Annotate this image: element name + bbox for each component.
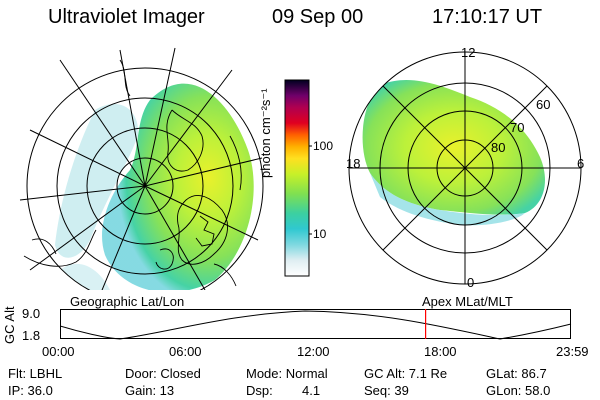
colorbar-tick-10: 10 [313,227,327,241]
mlt-label-18: 18 [346,156,361,171]
magnetic-map-label: Apex MLat/MLT [422,294,513,309]
glat-info: GLat: 86.7 [486,366,547,381]
lat-lon-grid [19,47,264,290]
mlat-label-60: 60 [536,97,551,112]
mlat-mlt-grid [348,51,582,285]
coastlines [23,59,242,287]
aurora-faint-left [55,104,139,258]
colorbar-tick-100: 100 [313,139,334,153]
colorbar-label: photon cm⁻²s⁻¹ [258,88,273,178]
timeline-ytick-1-8: 1.8 [22,328,41,343]
geographic-map-label: Geographic Lat/Lon [70,294,185,309]
time-tick-0000: 00:00 [42,344,75,359]
time-tick-1200: 12:00 [297,344,330,359]
aurora-oval-right [362,80,545,215]
mlt-label-6: 6 [577,156,585,171]
instrument-title: Ultraviolet Imager [48,6,205,28]
mode-info: Mode: Normal [246,366,328,381]
aurora-faint-right [370,173,525,226]
gain-info: Gain: 13 [125,383,175,398]
time-label: 17:10:17 UT [432,6,543,28]
timeline-ytick-9: 9.0 [22,306,41,321]
mlt-label-0: 0 [467,275,475,290]
date-label: 09 Sep 00 [272,6,364,28]
glon-info: GLon: 58.0 [486,383,551,398]
mlat-label-70: 70 [510,120,525,135]
dsp-label: Dsp: [246,383,273,398]
seq-info: Seq: 39 [364,383,409,398]
geographic-map [19,47,264,290]
time-tick-0600: 06:00 [169,344,202,359]
time-tick-1800: 18:00 [424,344,457,359]
door-info: Door: Closed [125,366,201,381]
dsp-value: 4.1 [302,383,321,398]
timeline-ylabel: GC Alt [2,306,17,344]
intensity-colorbar [284,79,312,277]
aurora-emission-left [102,83,254,290]
filter-info: Flt: LBHL [8,366,63,381]
ip-info: IP: 36.0 [8,383,53,398]
altitude-timeline [60,309,572,340]
time-tick-2359: 23:59 [556,344,589,359]
gc-alt-info: GC Alt: 7.1 Re [364,366,448,381]
mlt-label-12: 12 [461,45,476,60]
magnetic-map [348,51,582,285]
altitude-curve [60,310,572,340]
mlat-label-80: 80 [491,140,506,155]
